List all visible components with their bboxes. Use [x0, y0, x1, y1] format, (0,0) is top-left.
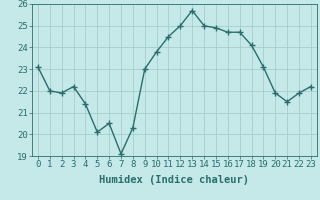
X-axis label: Humidex (Indice chaleur): Humidex (Indice chaleur) — [100, 175, 249, 185]
